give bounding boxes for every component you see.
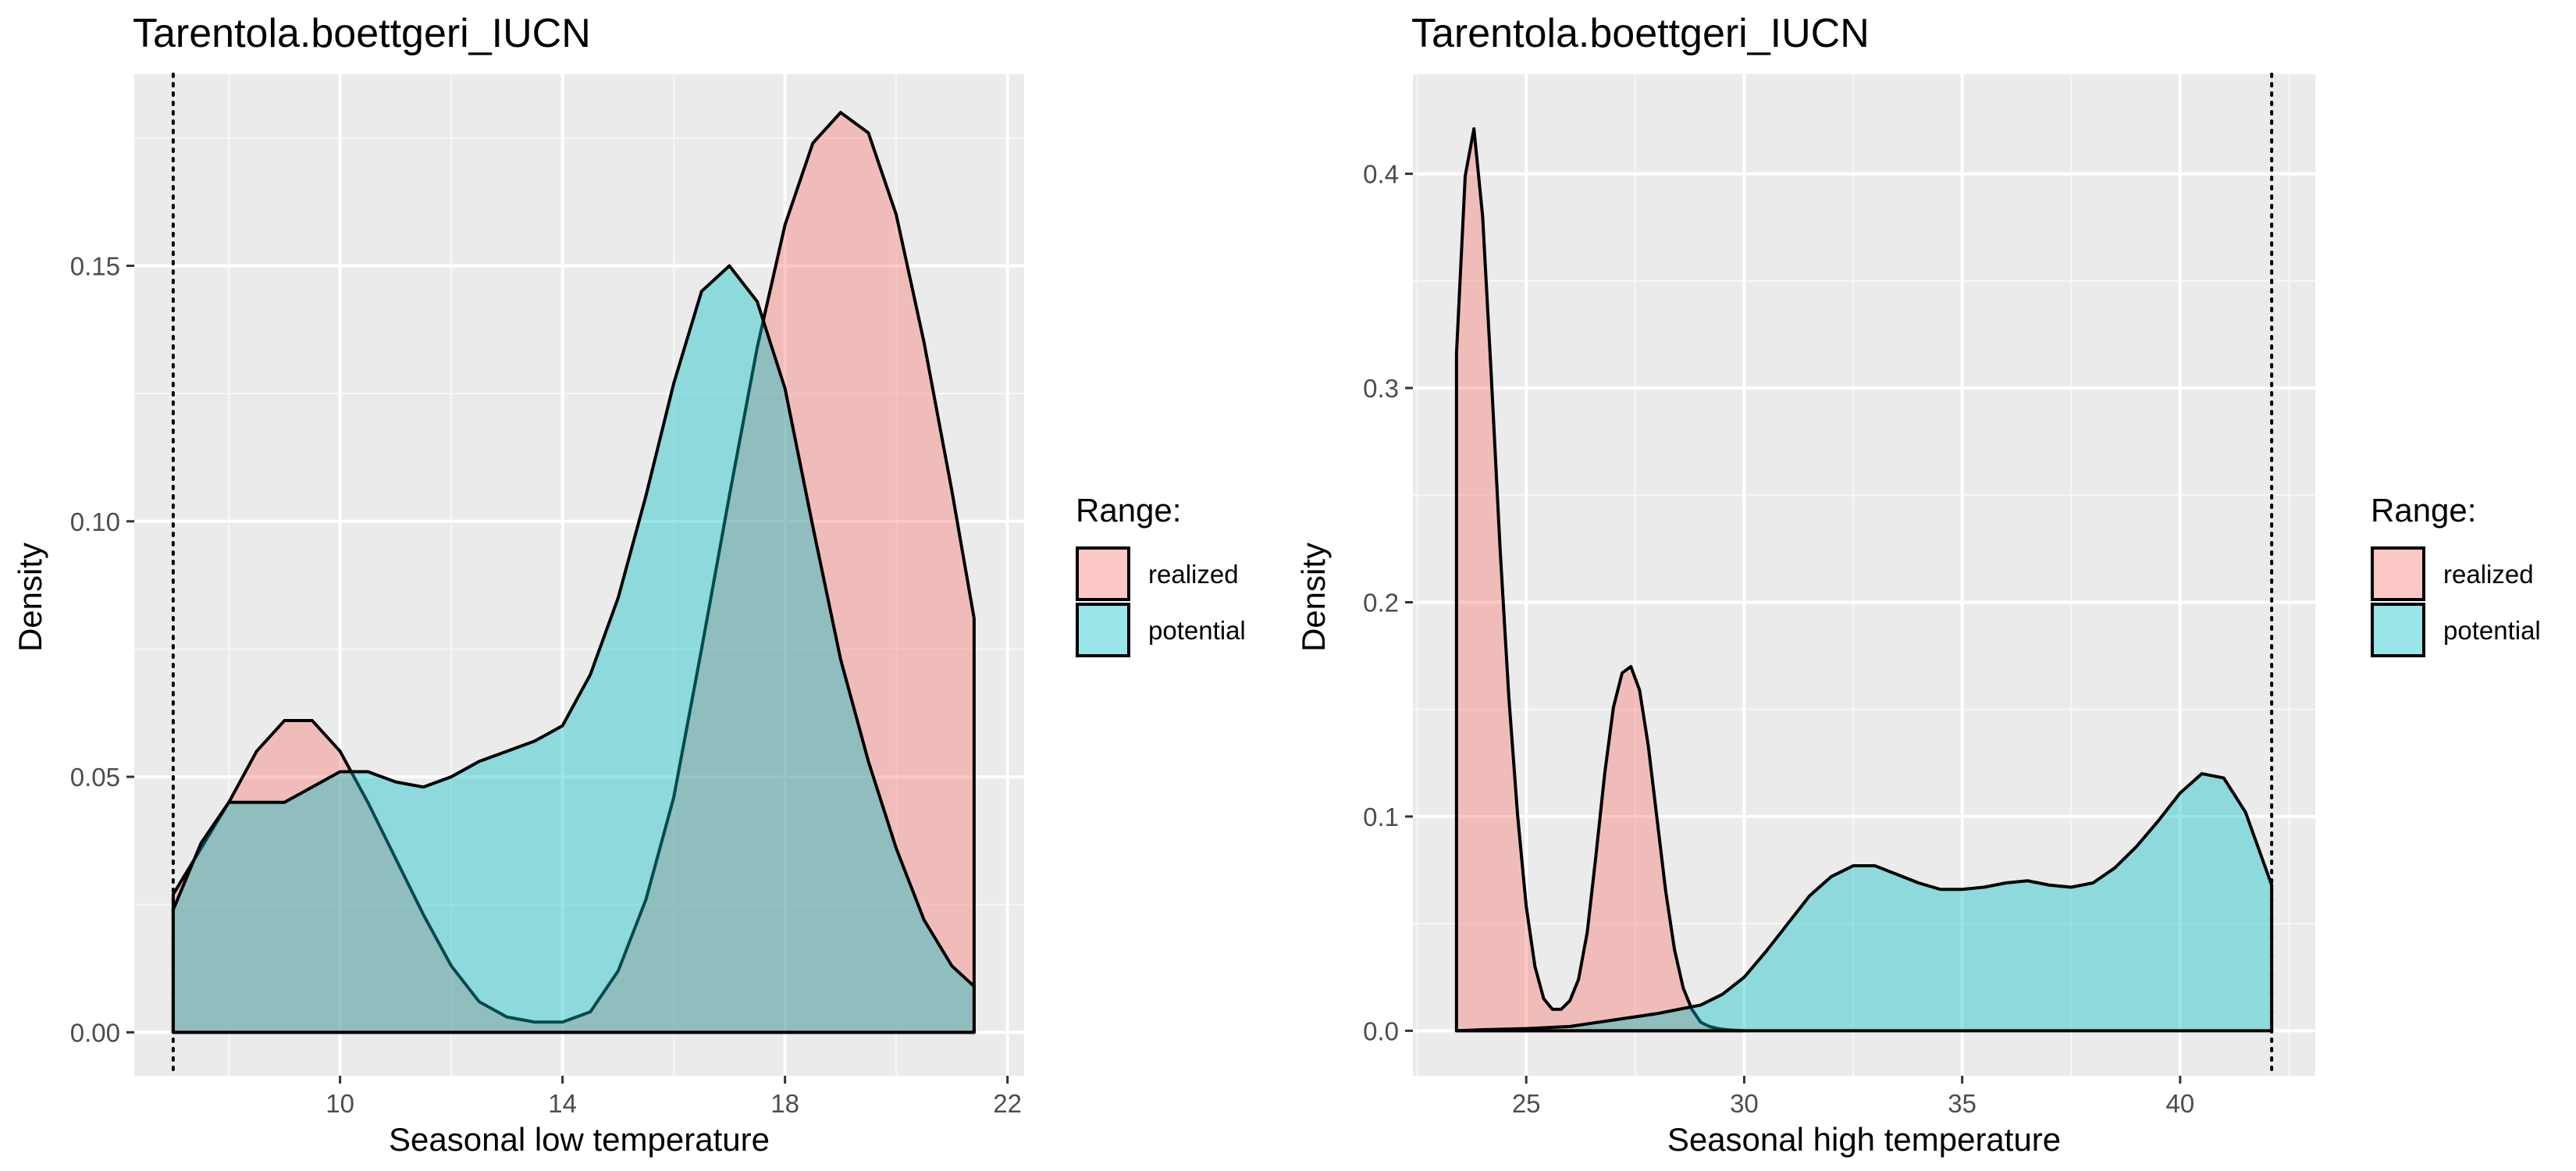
left-chart-title: Tarentola.boettgeri_IUCN [133, 11, 591, 56]
y-tick-label: 0.2 [1363, 588, 1399, 617]
left-plot-panel [134, 74, 1024, 1076]
left-legend-items: realized potential [1076, 546, 1246, 657]
left-minor-grid [134, 74, 1024, 1076]
right-legend-items: realized potential [2371, 546, 2541, 657]
left-x-axis-title: Seasonal low temperature [389, 1121, 770, 1158]
right-x-axis-ticks: 25 30 35 40 [1512, 1076, 2194, 1118]
y-tick-label: 0.10 [70, 507, 120, 536]
y-tick-label: 0.05 [70, 763, 120, 792]
legend-key-realized [2371, 546, 2425, 601]
legend-label-realized: realized [1148, 560, 1239, 589]
density-area-realized [1454, 126, 1746, 1033]
left-legend-title: Range: [1076, 492, 1181, 529]
left-major-grid [134, 74, 1024, 1076]
y-tick-label: 0.4 [1363, 160, 1399, 189]
left-x-axis-ticks: 10 14 18 22 [326, 1076, 1022, 1118]
x-tick-label: 10 [326, 1089, 354, 1118]
x-tick-label: 14 [548, 1089, 577, 1118]
x-tick-label: 40 [2166, 1089, 2195, 1118]
left-y-axis-title: Density [12, 543, 48, 652]
left-density-series [171, 111, 976, 1034]
x-tick-label: 25 [1512, 1089, 1541, 1118]
right-minor-grid [1413, 74, 2315, 1076]
density-area-realized [171, 111, 976, 1034]
right-legend: Range: realized potential [2371, 492, 2541, 657]
y-tick-label: 0.3 [1363, 374, 1399, 403]
density-area-potential [171, 264, 976, 1034]
left-legend: Range: realized potential [1076, 492, 1246, 657]
legend-key-potential [1076, 603, 1130, 657]
right-x-axis-title: Seasonal high temperature [1667, 1121, 2061, 1158]
left-chart: Tarentola.boettgeri_IUCN 0.00 0.05 0.10 0.1… [12, 11, 1246, 1158]
legend-label-potential: potential [2443, 616, 2541, 645]
right-plot-panel [1413, 74, 2315, 1076]
right-legend-title: Range: [2371, 492, 2476, 529]
right-density-series [1454, 126, 2274, 1033]
x-tick-label: 18 [770, 1089, 799, 1118]
y-tick-label: 0.15 [70, 251, 120, 280]
x-tick-label: 30 [1730, 1089, 1759, 1118]
legend-label-realized: realized [2443, 560, 2534, 589]
legend-key-potential [2371, 603, 2425, 657]
x-tick-label: 22 [993, 1089, 1022, 1118]
right-y-axis-title: Density [1295, 543, 1332, 652]
right-chart: Tarentola.boettgeri_IUCN 0.0 0.1 0.2 0.3 0.4… [1295, 11, 2541, 1158]
x-tick-label: 35 [1948, 1089, 1976, 1118]
y-tick-label: 0.1 [1363, 803, 1399, 831]
right-y-axis-ticks: 0.0 0.1 0.2 0.3 0.4 [1363, 160, 1413, 1045]
y-tick-label: 0.0 [1363, 1016, 1399, 1045]
legend-key-realized [1076, 546, 1130, 601]
y-tick-label: 0.00 [70, 1018, 120, 1047]
left-y-axis-ticks: 0.00 0.05 0.10 0.15 [70, 251, 134, 1047]
density-area-potential [1454, 772, 2274, 1033]
legend-label-potential: potential [1148, 616, 1246, 645]
right-chart-title: Tarentola.boettgeri_IUCN [1411, 11, 1870, 56]
